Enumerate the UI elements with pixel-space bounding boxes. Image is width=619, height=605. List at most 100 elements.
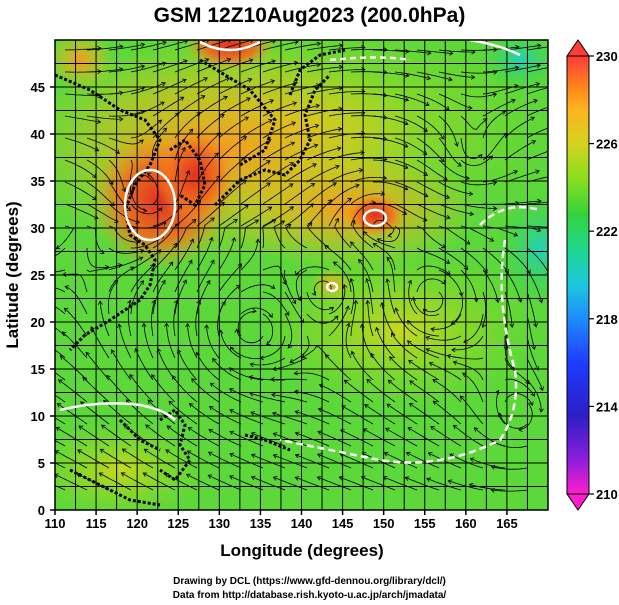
x-tick-label: 155	[414, 516, 436, 531]
streamline-arrowhead	[426, 477, 431, 482]
streamline	[108, 256, 143, 271]
streamline-arrowhead	[490, 465, 496, 470]
streamline-arrowhead	[427, 50, 432, 56]
streamline	[196, 280, 211, 315]
streamline-arrowhead	[430, 426, 435, 431]
streamline-arrowhead	[55, 245, 61, 250]
streamline	[358, 259, 374, 293]
streamline-arrowhead	[423, 171, 429, 176]
streamline	[240, 119, 273, 139]
streamline-arrowhead	[332, 182, 337, 187]
streamline	[130, 280, 144, 315]
streamline	[165, 449, 198, 469]
streamline-arrowhead	[92, 173, 97, 179]
streamline	[462, 372, 484, 403]
x-axis-label: Longitude (degrees)	[220, 541, 383, 560]
streamline	[451, 335, 484, 351]
streamline-arrowhead	[229, 475, 234, 480]
streamline-arrowhead	[272, 366, 277, 372]
streamline-arrowhead	[427, 452, 433, 457]
streamline	[262, 313, 274, 345]
streamline-arrowhead	[316, 41, 322, 47]
streamline-arrowhead	[231, 236, 237, 242]
colorbar-tick-label: 218	[596, 312, 618, 327]
streamline	[174, 95, 205, 117]
streamline	[372, 71, 409, 77]
streamline	[526, 269, 543, 303]
streamline	[168, 401, 198, 425]
streamline	[157, 348, 176, 381]
streamline	[151, 300, 155, 337]
streamline-arrowhead	[380, 191, 386, 196]
streamline-arrowhead	[452, 424, 458, 430]
streamline	[295, 476, 330, 491]
streamline-arrowhead	[179, 96, 185, 101]
streamline	[432, 379, 462, 403]
streamline-arrowhead	[248, 58, 254, 63]
streamline	[86, 137, 120, 154]
streamline-arrowhead	[405, 451, 411, 457]
streamline-arrowhead	[341, 405, 346, 410]
streamline-arrowhead	[291, 121, 297, 126]
streamline-arrowhead	[430, 327, 435, 332]
streamline	[518, 401, 533, 431]
streamline-arrowhead	[200, 95, 206, 100]
streamline-arrowhead	[482, 118, 488, 123]
streamline-arrowhead	[362, 428, 368, 433]
streamline	[144, 448, 176, 469]
streamline	[86, 203, 119, 223]
streamline	[186, 473, 220, 491]
streamline-arrowhead	[99, 249, 105, 255]
streamline	[451, 291, 463, 325]
streamline	[313, 280, 332, 296]
streamline-arrowhead	[404, 72, 410, 78]
streamline	[187, 450, 220, 469]
streamline	[174, 238, 194, 271]
streamline-arrowhead	[56, 403, 62, 408]
streamline-arrowhead	[299, 318, 305, 324]
streamline	[143, 323, 154, 359]
streamline-arrowhead	[244, 204, 249, 209]
streamline-arrowhead	[557, 146, 561, 150]
streamline	[151, 374, 176, 403]
streamline-arrowhead	[531, 140, 537, 145]
x-tick-label: 125	[167, 516, 189, 531]
streamline	[65, 286, 88, 315]
streamline	[395, 307, 418, 337]
streamline	[152, 205, 182, 227]
streamline	[129, 374, 154, 403]
streamline-arrowhead	[502, 132, 508, 138]
streamline	[409, 380, 440, 403]
streamline	[526, 291, 537, 327]
streamline-arrowhead	[158, 207, 163, 212]
streamline	[423, 291, 444, 313]
streamline	[504, 140, 536, 161]
streamline-arrowhead	[533, 98, 538, 104]
y-tick-label: 35	[31, 174, 45, 189]
streamline	[130, 62, 166, 73]
streamline	[284, 124, 319, 139]
streamline-arrowhead	[469, 211, 475, 217]
streamline	[328, 184, 360, 205]
streamline	[364, 404, 396, 425]
streamline	[407, 340, 440, 359]
streamline-arrowhead	[248, 375, 254, 380]
streamline	[130, 222, 166, 229]
streamline	[240, 219, 259, 249]
streamline-arrowhead	[250, 475, 256, 481]
streamline-arrowhead	[266, 139, 272, 144]
streamline	[146, 172, 159, 205]
streamline-arrowhead	[449, 50, 454, 56]
streamline	[526, 247, 548, 273]
streamline	[460, 155, 493, 167]
streamline	[386, 403, 418, 425]
streamline-arrowhead	[530, 116, 536, 122]
x-tick-label: 160	[455, 516, 477, 531]
streamline-arrowhead	[203, 77, 209, 82]
streamline	[130, 264, 155, 293]
streamline-arrowhead	[168, 261, 174, 266]
streamline-arrowhead	[463, 265, 469, 271]
streamline	[108, 110, 145, 117]
streamline	[294, 391, 330, 403]
streamline-arrowhead	[385, 427, 390, 432]
